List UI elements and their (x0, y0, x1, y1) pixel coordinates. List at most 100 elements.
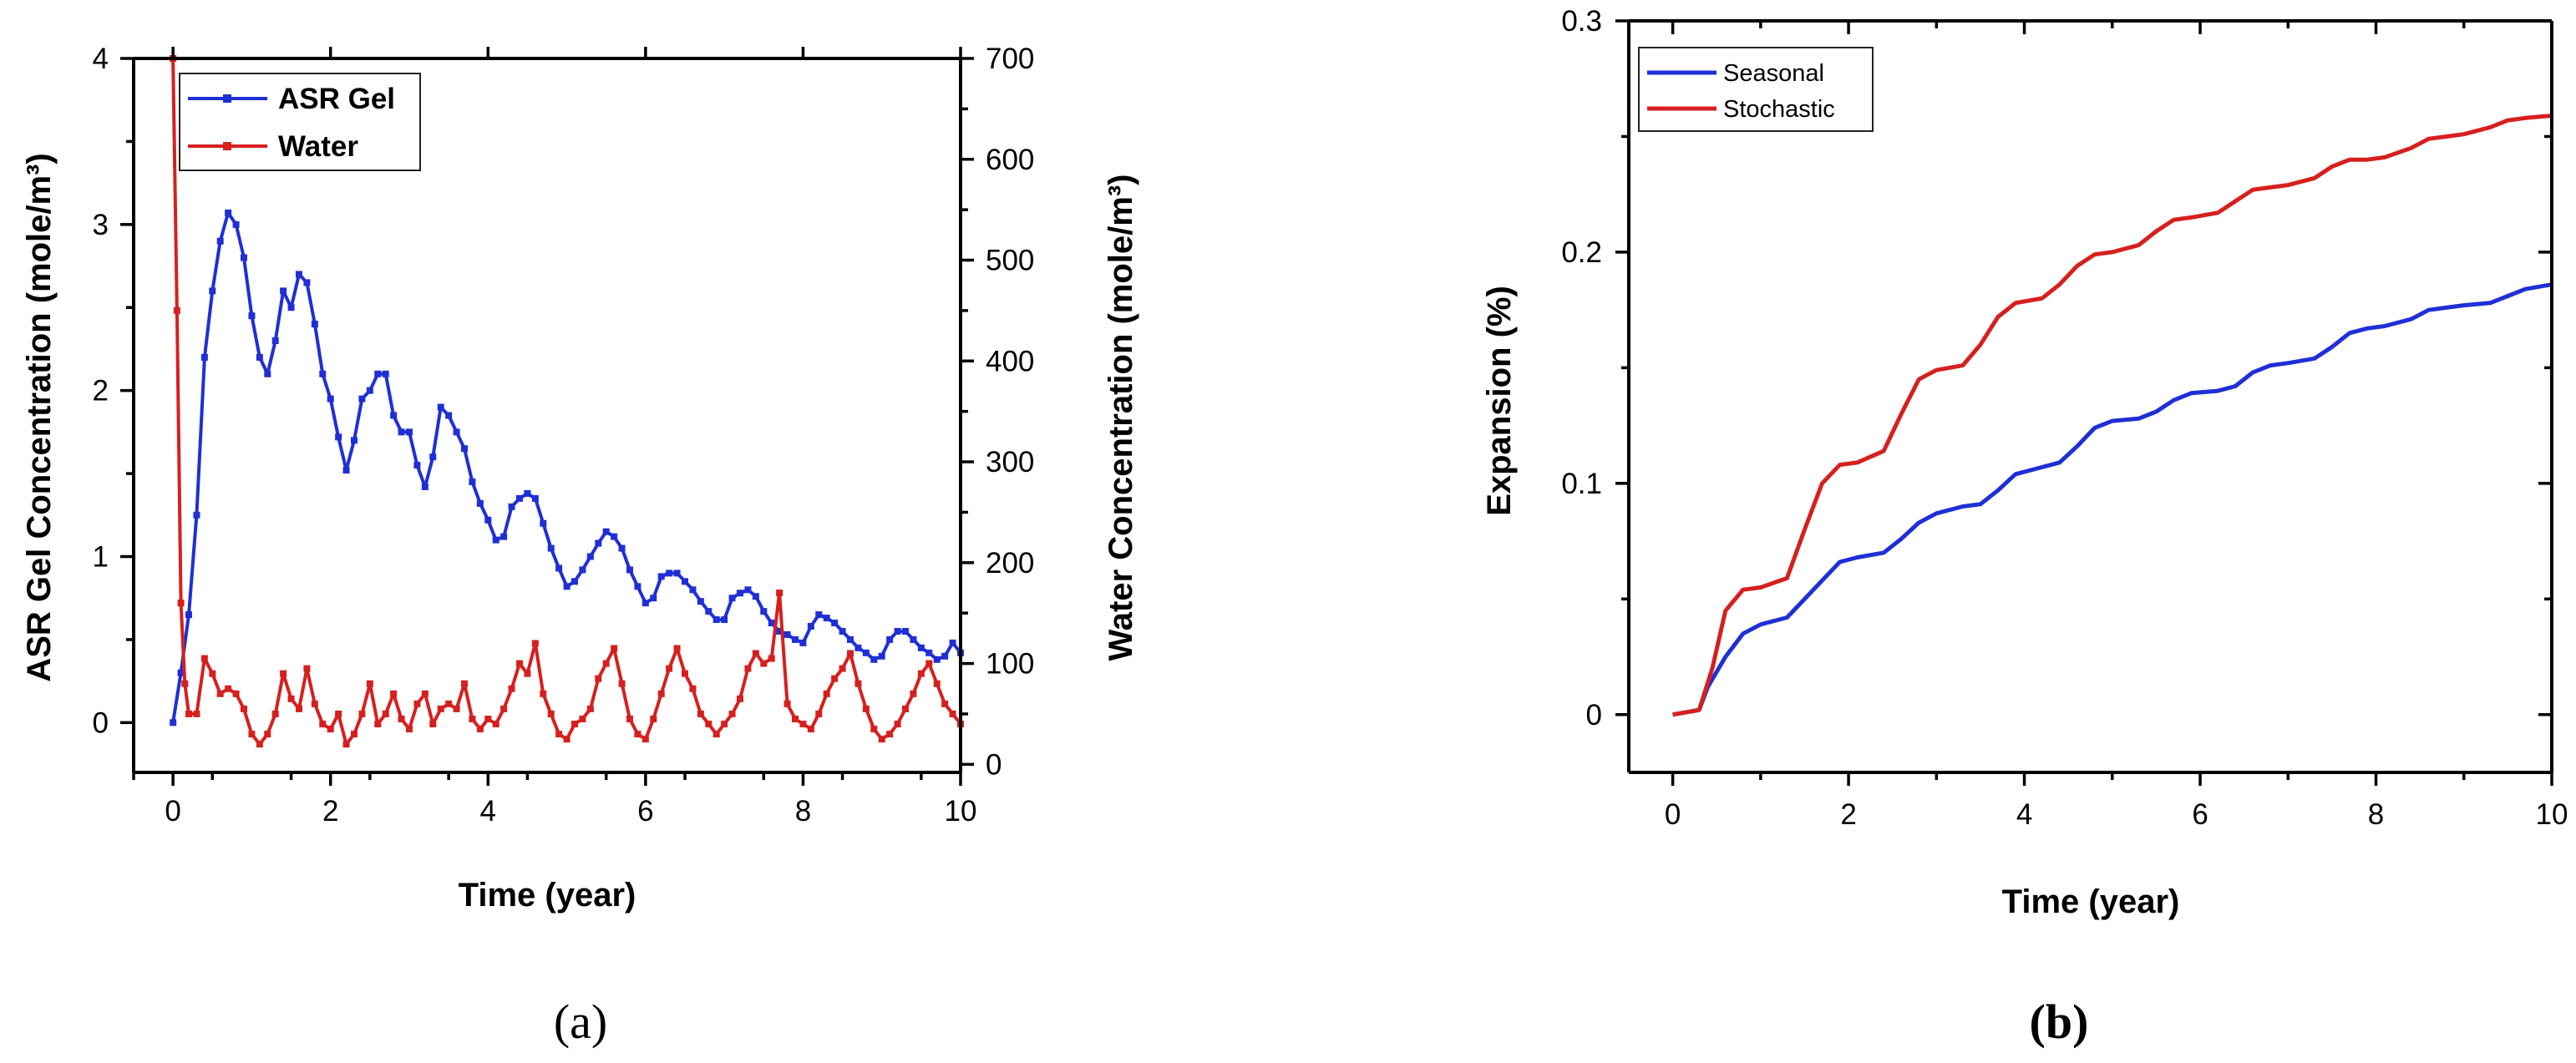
panel-a-y2-axis-title: Water Concentration (mole/m³) (1103, 175, 1139, 661)
data-point-water (760, 660, 768, 667)
data-point-water (492, 721, 499, 728)
data-point-water (437, 705, 444, 712)
data-point-asr-gel (611, 533, 618, 540)
panel-b-x-tick-label: 6 (2192, 798, 2208, 831)
data-point-asr-gel (200, 353, 208, 361)
data-point-asr-gel (712, 616, 720, 624)
data-point-asr-gel (760, 608, 768, 615)
data-point-asr-gel (783, 630, 791, 638)
data-point-asr-gel (342, 467, 350, 474)
panel-a-y2-ticks: 0 100 200 300 400 500 600 700 (961, 43, 1034, 781)
data-point-water (476, 726, 484, 733)
data-point-water (200, 655, 208, 662)
data-point-water (783, 700, 791, 707)
data-point-water (547, 710, 555, 717)
data-point-asr-gel (949, 639, 956, 646)
data-point-water (540, 690, 547, 697)
data-point-water (854, 680, 862, 687)
data-point-asr-gel (886, 635, 894, 643)
data-point-water (847, 650, 854, 657)
data-point-asr-gel (641, 600, 649, 607)
data-point-asr-gel (752, 593, 759, 600)
data-point-asr-gel (358, 395, 366, 402)
data-point-water (611, 645, 618, 652)
data-point-asr-gel (216, 237, 224, 245)
data-point-asr-gel (193, 511, 200, 519)
data-point-asr-gel (406, 428, 413, 436)
data-point-asr-gel (484, 516, 492, 524)
data-point-asr-gel (366, 387, 373, 394)
data-point-asr-gel (374, 370, 382, 377)
data-point-water (296, 705, 302, 712)
panel-a-label: (a) (554, 995, 607, 1049)
data-point-water (516, 660, 523, 667)
data-point-water (177, 600, 185, 607)
data-point-water (641, 736, 649, 743)
data-point-water (650, 716, 657, 723)
data-point-water (453, 705, 460, 712)
data-point-water (311, 700, 318, 707)
panel-a-y-tick-label: 4 (93, 43, 109, 75)
data-point-asr-gel (721, 616, 728, 624)
data-point-asr-gel (776, 627, 783, 635)
data-point-water (225, 685, 232, 692)
data-point-asr-gel (618, 544, 626, 552)
data-point-water (602, 660, 610, 667)
data-point-asr-gel (657, 573, 665, 580)
panel-b-x-axis-title: Time (year) (2002, 883, 2180, 920)
data-point-water (949, 710, 956, 717)
data-point-water (193, 710, 200, 717)
data-point-asr-gel (413, 462, 421, 469)
data-point-asr-gel (815, 611, 823, 619)
data-point-asr-gel (248, 312, 256, 320)
data-point-asr-gel (571, 578, 578, 585)
data-point-asr-gel (768, 620, 775, 627)
data-point-asr-gel (398, 428, 405, 436)
data-point-water (351, 731, 357, 738)
panel-a-y2-tick-label: 700 (986, 43, 1034, 75)
data-point-asr-gel (831, 620, 839, 627)
data-point-asr-gel (925, 649, 933, 656)
panel-b-x-tick-label: 0 (1665, 798, 1681, 831)
data-point-water (595, 675, 602, 682)
legend-label-stochastic: Stochastic (1723, 96, 1835, 123)
data-point-water (461, 680, 468, 687)
data-point-water (484, 716, 492, 723)
data-point-water (673, 645, 681, 652)
data-point-asr-gel (917, 644, 925, 651)
data-point-water (524, 670, 531, 677)
data-point-water (666, 665, 673, 672)
data-point-asr-gel (524, 489, 531, 497)
data-point-asr-gel (327, 395, 334, 402)
data-point-asr-gel (271, 337, 279, 345)
panel-a-x-tick-label: 4 (480, 795, 496, 828)
data-point-water (280, 670, 287, 677)
data-point-asr-gel (382, 370, 389, 377)
data-point-water (500, 705, 508, 712)
data-point-water (445, 700, 453, 707)
data-point-asr-gel (870, 656, 878, 663)
data-point-water (657, 690, 665, 697)
data-point-water (287, 695, 295, 702)
data-point-water (682, 670, 688, 677)
data-point-water (413, 700, 421, 707)
data-point-water (933, 680, 941, 687)
data-point-water (508, 685, 515, 692)
data-point-water (917, 670, 925, 677)
panel-a-y2-tick-label: 0 (986, 748, 1001, 781)
data-point-asr-gel (461, 445, 468, 453)
data-point-water (839, 665, 846, 672)
data-point-water (366, 680, 373, 687)
data-point-water (776, 590, 783, 597)
panel-a-y-tick-label: 3 (93, 209, 109, 241)
data-point-asr-gel (737, 590, 743, 597)
data-point-asr-gel (508, 503, 515, 510)
data-point-water (358, 710, 366, 717)
panel-a-x-tick-label: 0 (165, 795, 180, 828)
data-point-asr-gel (579, 566, 586, 574)
data-point-water (563, 736, 570, 743)
data-point-asr-gel (697, 598, 704, 605)
panel-b-y-ticks: 0 0.1 0.2 0.3 (1561, 5, 2552, 731)
data-point-asr-gel (241, 254, 247, 261)
data-point-water (342, 741, 350, 748)
